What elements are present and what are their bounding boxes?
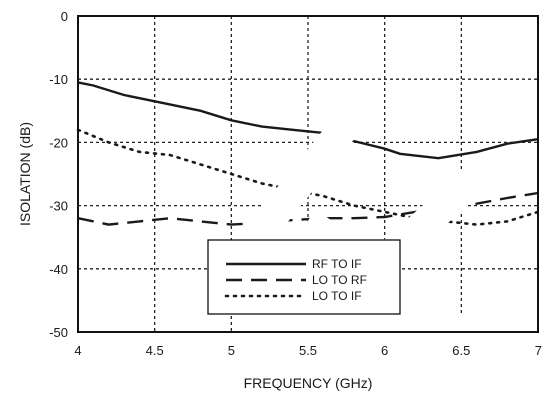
y-tick-label: -40 xyxy=(49,262,68,277)
legend-box xyxy=(207,239,401,315)
x-axis-tick-labels: 4 4.5 5 5.5 6 6.5 7 xyxy=(74,343,542,358)
x-tick-label: 5 xyxy=(228,343,235,358)
y-axis-label: ISOLATION (dB) xyxy=(17,122,33,226)
y-tick-label: -20 xyxy=(49,135,68,150)
y-tick-label: -10 xyxy=(49,72,68,87)
y-axis-tick-labels: 0 -10 -20 -30 -40 -50 xyxy=(49,9,68,340)
y-tick-label: -50 xyxy=(49,325,68,340)
x-tick-label: 4 xyxy=(74,343,81,358)
x-axis-label: FREQUENCY (GHz) xyxy=(244,375,373,391)
x-tick-label: 7 xyxy=(535,343,542,358)
x-tick-label: 5.5 xyxy=(299,343,317,358)
x-tick-label: 4.5 xyxy=(146,343,164,358)
legend: RF TO IF LO TO RF LO TO IF xyxy=(207,239,401,315)
y-tick-label: 0 xyxy=(61,9,68,24)
series-line-1 xyxy=(77,81,539,160)
legend-label: LO TO RF xyxy=(312,273,367,287)
legend-label: RF TO IF xyxy=(312,257,362,271)
y-tick-label: -30 xyxy=(49,199,68,214)
x-tick-label: 6 xyxy=(381,343,388,358)
x-tick-label: 6.5 xyxy=(452,343,470,358)
legend-label: LO TO IF xyxy=(312,289,362,303)
plot-area-frame xyxy=(77,15,539,333)
